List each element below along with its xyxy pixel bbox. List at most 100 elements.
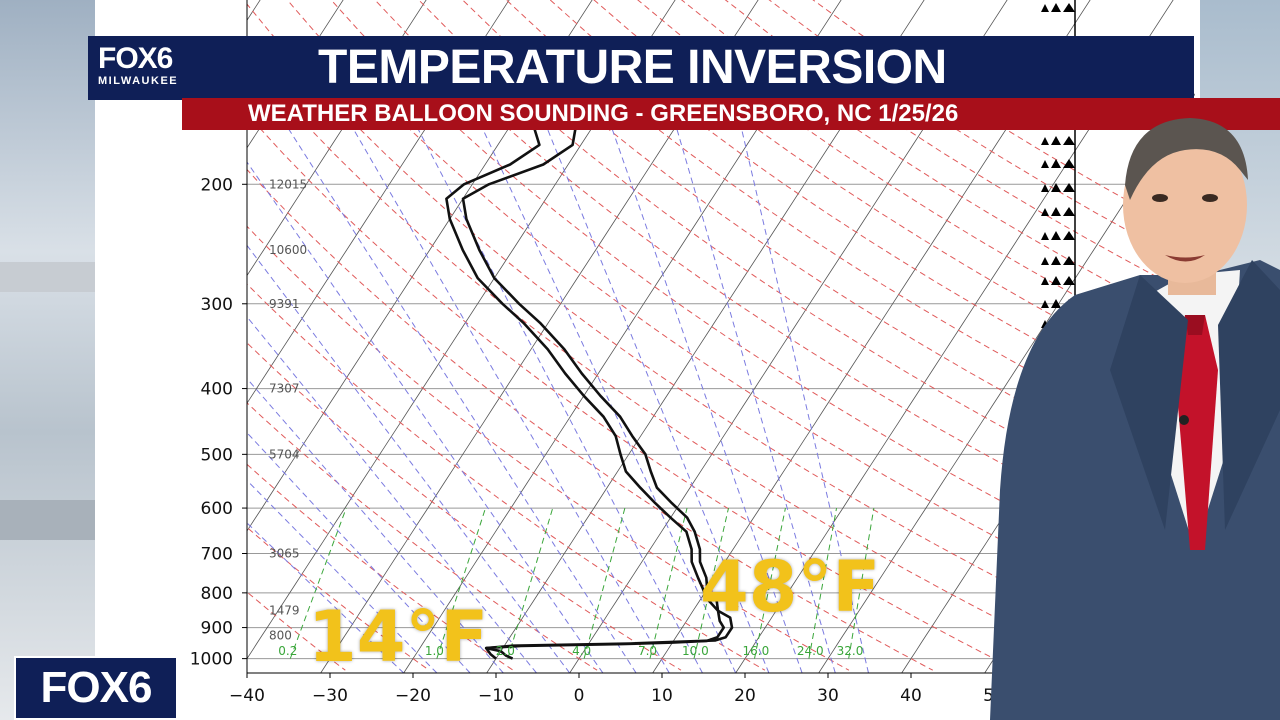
mixing-ratio-line [848, 507, 875, 659]
x-tick-label: 40 [900, 686, 922, 706]
wind-barb [1041, 159, 1075, 168]
wind-barb [1041, 256, 1075, 265]
wind-barb [1041, 183, 1075, 192]
mixing-ratio-line [693, 507, 730, 659]
dewpoint-profile-line [445, 56, 726, 660]
dry-adiabat-line [286, 0, 1195, 637]
y-tick-label: 800 [201, 584, 233, 604]
mixing-ratio-label: 2.0 [496, 644, 515, 658]
dry-adiabat-line [724, 0, 1195, 298]
moist-adiabat-line [247, 244, 571, 673]
mixing-ratio-line [808, 507, 838, 659]
x-tick-label: 10 [651, 686, 673, 706]
background-window-frame [0, 262, 95, 292]
y-tick-label: 500 [201, 445, 233, 465]
dry-adiabat-line [247, 113, 1017, 671]
moist-adiabat-line [269, 99, 637, 673]
fox6-milwaukee-logo: FOX6 MILWAUKEE [98, 44, 198, 92]
moist-adiabat-line [335, 99, 670, 673]
dry-adiabat-line [461, 0, 1195, 492]
x-tick-label: −20 [395, 686, 431, 706]
mixing-ratio-line [436, 507, 486, 659]
isotherm-line [247, 0, 593, 532]
moist-adiabat-line [667, 99, 836, 673]
dry-adiabat-line [247, 225, 850, 671]
y-tick-label: 200 [201, 175, 233, 195]
isotherm-line [652, 0, 1091, 673]
height-label: 800 [269, 629, 292, 643]
mixing-ratio-label: 4.0 [572, 644, 591, 658]
moist-adiabat-line [247, 479, 438, 673]
y-tick-label: 300 [201, 295, 233, 315]
mixing-ratio-label: 1.0 [425, 644, 444, 658]
mixing-ratio-label: 10.0 [682, 644, 709, 658]
isotherm-line [247, 0, 510, 404]
height-label: 9391 [269, 297, 300, 311]
fox6-corner-bug: FOX6 [14, 656, 178, 720]
dry-adiabat-line [247, 3, 1185, 671]
isotherm-line [95, 0, 190, 673]
x-tick-label: 20 [734, 686, 756, 706]
moist-adiabat-line [402, 99, 703, 673]
x-tick-label: 0 [574, 686, 585, 706]
dry-adiabat-line [593, 0, 1195, 392]
wind-barb [1041, 207, 1075, 216]
wind-barb [1041, 231, 1075, 240]
presenter-figure [990, 118, 1280, 720]
moist-adiabat-line [247, 522, 405, 673]
mixing-ratio-label: 7.0 [638, 644, 657, 658]
mixing-ratio-line [754, 507, 786, 659]
isotherm-line [95, 0, 107, 673]
moist-adiabat-line [247, 377, 504, 673]
headline-title: TEMPERATURE INVERSION [318, 41, 947, 94]
moist-adiabat-line [247, 432, 471, 673]
y-tick-label: 700 [201, 545, 233, 565]
mixing-ratio-label: 0.2 [278, 644, 297, 658]
x-tick-label: −10 [478, 686, 514, 706]
moist-adiabat-line [601, 99, 803, 673]
chart-series [445, 56, 734, 660]
y-tick-label: 1000 [190, 650, 233, 670]
dry-adiabat-line [330, 0, 1195, 600]
height-label: 5704 [269, 447, 300, 461]
subheadline-bar [182, 98, 1280, 130]
isotherm-line [569, 0, 1008, 673]
dry-adiabat-line [680, 0, 1195, 329]
moist-adiabat-line [247, 315, 537, 673]
isotherm-line [403, 0, 842, 673]
warm-layer-temp-annotation: 48°F [700, 546, 881, 628]
dry-adiabat-line [505, 0, 1195, 458]
dry-adiabat-line [247, 402, 598, 671]
mixing-ratio-label: 32.0 [837, 644, 864, 658]
height-label: 10600 [269, 243, 307, 257]
x-tick-label: 30 [817, 686, 839, 706]
mixing-ratio-line [583, 507, 626, 659]
mixing-ratio-label: 16.0 [742, 644, 769, 658]
moist-adiabat-line [468, 99, 737, 673]
bug-logo-text: FOX6 [40, 663, 153, 712]
mixing-ratio-label: 24.0 [797, 644, 824, 658]
y-tick-label: 600 [201, 499, 233, 519]
dry-adiabat-line [247, 463, 514, 671]
subheadline-text: WEATHER BALLOON SOUNDING - GREENSBORO, N… [248, 100, 959, 127]
background-window-frame-lower [0, 500, 95, 540]
isotherm-line [735, 0, 1174, 673]
wind-barb [1041, 136, 1075, 145]
dry-adiabat-line [247, 168, 934, 671]
height-label: 3065 [269, 547, 300, 561]
y-tick-label: 900 [201, 619, 233, 639]
chart-labels: 0.2 1.0 2.0 4.0 7.0 10.0 16.0 24.0 32.0200300400… [190, 0, 1195, 706]
logo-subtext: MILWAUKEE [98, 75, 179, 87]
height-label: 1479 [269, 604, 300, 618]
temperature-profile-line [461, 56, 734, 660]
dry-adiabat-line [549, 0, 1195, 425]
mixing-ratio-line [507, 507, 554, 659]
height-label: 12015 [269, 177, 307, 191]
studio-background-left [0, 0, 95, 720]
height-label: 7307 [269, 382, 300, 396]
headline-bar [88, 36, 1194, 100]
x-tick-label: −40 [229, 686, 265, 706]
y-tick-label: 400 [201, 380, 233, 400]
dry-adiabat-line [247, 591, 346, 671]
wind-barb [1041, 3, 1075, 12]
